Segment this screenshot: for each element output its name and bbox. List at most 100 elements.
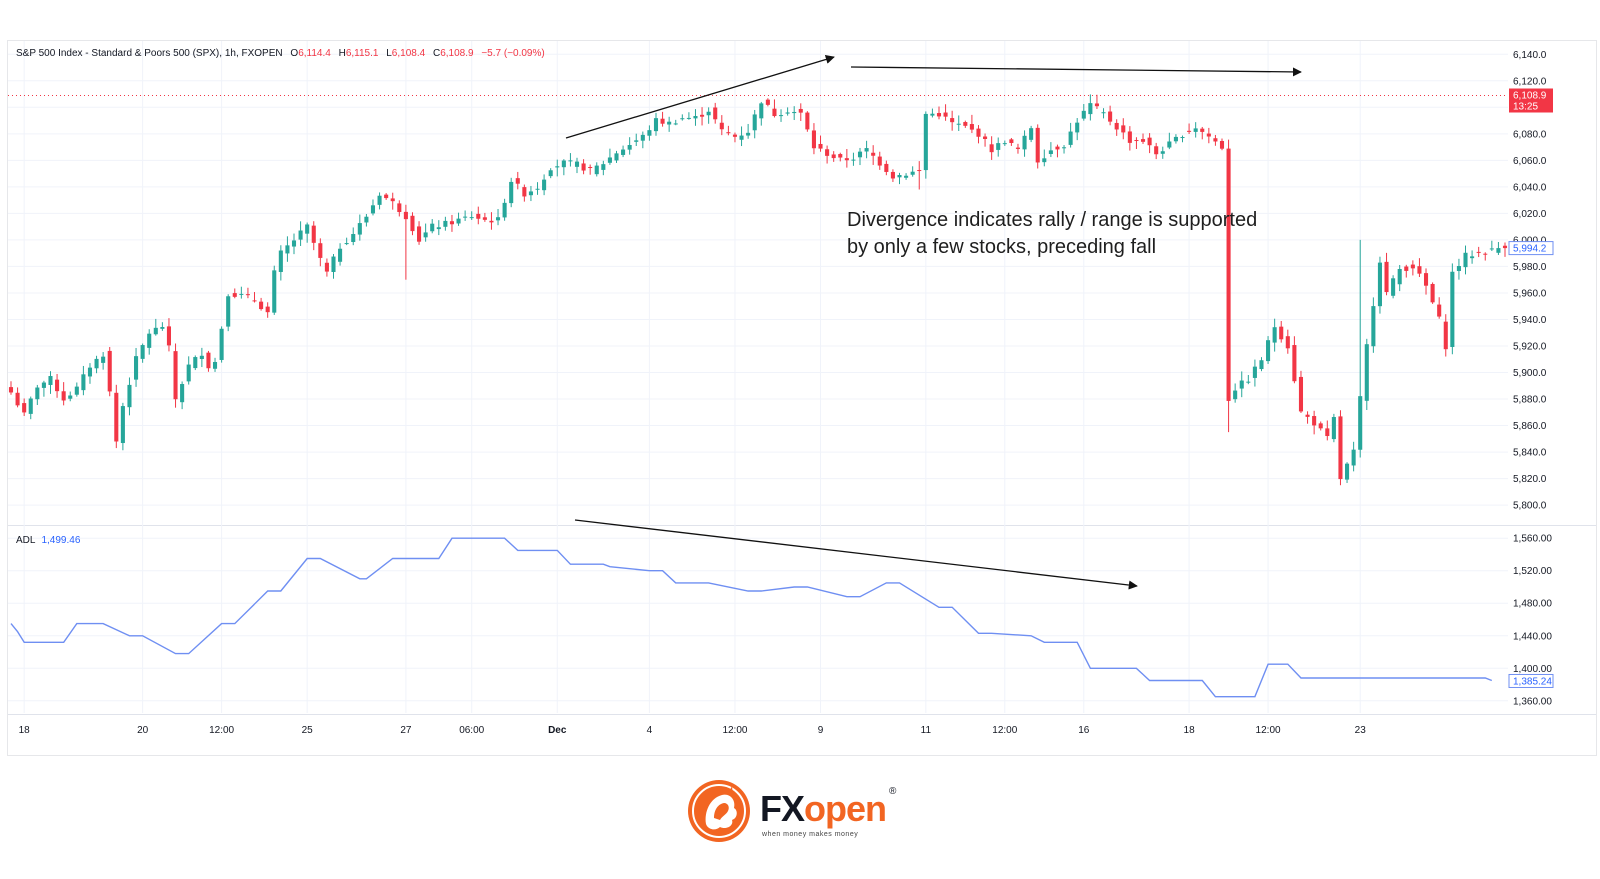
candle[interactable] (305, 222, 310, 243)
candle[interactable] (1246, 374, 1251, 385)
candle[interactable] (811, 123, 816, 155)
candle[interactable] (1068, 122, 1073, 148)
candle[interactable] (1061, 145, 1067, 154)
candle[interactable] (917, 161, 922, 190)
candle[interactable] (22, 398, 27, 417)
candle[interactable] (798, 103, 803, 121)
candle[interactable] (535, 182, 540, 195)
candle[interactable] (265, 302, 270, 318)
candle[interactable] (805, 111, 810, 132)
candle[interactable] (252, 292, 257, 303)
candle[interactable] (1075, 118, 1080, 141)
candle[interactable] (219, 326, 224, 363)
candle[interactable] (1502, 242, 1508, 257)
candle[interactable] (1364, 338, 1369, 410)
adl-title[interactable]: ADL (16, 535, 36, 546)
candle[interactable] (1450, 263, 1455, 355)
candle[interactable] (1252, 359, 1257, 387)
candle[interactable] (1134, 137, 1139, 149)
candle[interactable] (285, 236, 290, 262)
candle[interactable] (1430, 282, 1435, 304)
candle[interactable] (851, 152, 856, 166)
candle[interactable] (890, 169, 895, 182)
chart-canvas[interactable]: 6,140.06,120.06,100.06,080.06,060.06,040… (8, 41, 1596, 755)
candle[interactable] (1417, 258, 1422, 277)
candle[interactable] (989, 136, 994, 160)
candle[interactable] (94, 355, 99, 374)
candle[interactable] (877, 151, 882, 170)
candle[interactable] (1029, 125, 1034, 143)
candle[interactable] (443, 216, 448, 231)
candle[interactable] (936, 106, 942, 120)
candle[interactable] (140, 343, 145, 363)
candle[interactable] (1140, 133, 1146, 144)
candle[interactable] (818, 135, 823, 152)
candle[interactable] (1266, 336, 1271, 364)
candle[interactable] (384, 193, 389, 200)
candle[interactable] (61, 382, 66, 406)
candle[interactable] (436, 220, 441, 236)
candle[interactable] (206, 350, 211, 372)
candle[interactable] (950, 110, 955, 131)
candle[interactable] (245, 287, 250, 299)
candle[interactable] (673, 119, 678, 126)
candle[interactable] (1397, 264, 1402, 292)
candle[interactable] (897, 172, 902, 185)
candle[interactable] (752, 109, 757, 139)
candle[interactable] (1180, 135, 1185, 143)
candle[interactable] (147, 329, 152, 355)
candle[interactable] (561, 159, 566, 176)
candle[interactable] (614, 150, 619, 163)
candle[interactable] (1187, 123, 1192, 134)
candle[interactable] (423, 223, 428, 242)
candle[interactable] (1358, 239, 1363, 458)
candle[interactable] (1483, 252, 1488, 261)
candle[interactable] (173, 343, 178, 408)
candle[interactable] (542, 174, 547, 196)
candle[interactable] (607, 148, 612, 165)
candle[interactable] (568, 153, 573, 167)
candle[interactable] (324, 258, 329, 277)
candle[interactable] (1279, 321, 1284, 343)
candle[interactable] (226, 294, 231, 332)
candle[interactable] (1042, 149, 1047, 167)
candle[interactable] (1206, 127, 1211, 144)
adl-series-line[interactable] (10, 537, 1493, 698)
candle[interactable] (186, 356, 191, 385)
candle[interactable] (706, 107, 711, 124)
candle[interactable] (160, 322, 165, 331)
candle[interactable] (298, 221, 303, 246)
candle[interactable] (1463, 245, 1468, 275)
candle[interactable] (1022, 130, 1027, 157)
candle[interactable] (923, 111, 928, 179)
candle[interactable] (15, 387, 20, 408)
candle[interactable] (844, 149, 849, 168)
candle[interactable] (864, 140, 869, 159)
candle[interactable] (640, 131, 645, 149)
candle[interactable] (495, 208, 501, 226)
candle[interactable] (1312, 410, 1317, 435)
candle[interactable] (548, 168, 553, 179)
candle[interactable] (370, 199, 376, 216)
candle[interactable] (1292, 336, 1297, 384)
candle[interactable] (449, 214, 455, 232)
candle[interactable] (1200, 126, 1205, 140)
candle[interactable] (1193, 122, 1198, 138)
candle[interactable] (469, 211, 474, 220)
candle[interactable] (1371, 297, 1376, 353)
adl-last-value-tag[interactable] (1508, 673, 1554, 688)
candle[interactable] (1147, 133, 1152, 154)
candle[interactable] (68, 391, 73, 402)
candle[interactable] (588, 164, 593, 175)
candle[interactable] (943, 104, 948, 121)
candle[interactable] (120, 402, 125, 451)
candle[interactable] (1331, 413, 1336, 443)
candle[interactable] (430, 219, 435, 234)
candle[interactable] (759, 101, 764, 126)
candle[interactable] (291, 233, 297, 255)
candle[interactable] (1338, 410, 1343, 486)
candle[interactable] (35, 384, 40, 405)
candle[interactable] (74, 382, 79, 397)
candle[interactable] (1173, 134, 1178, 144)
candle[interactable] (555, 159, 560, 177)
